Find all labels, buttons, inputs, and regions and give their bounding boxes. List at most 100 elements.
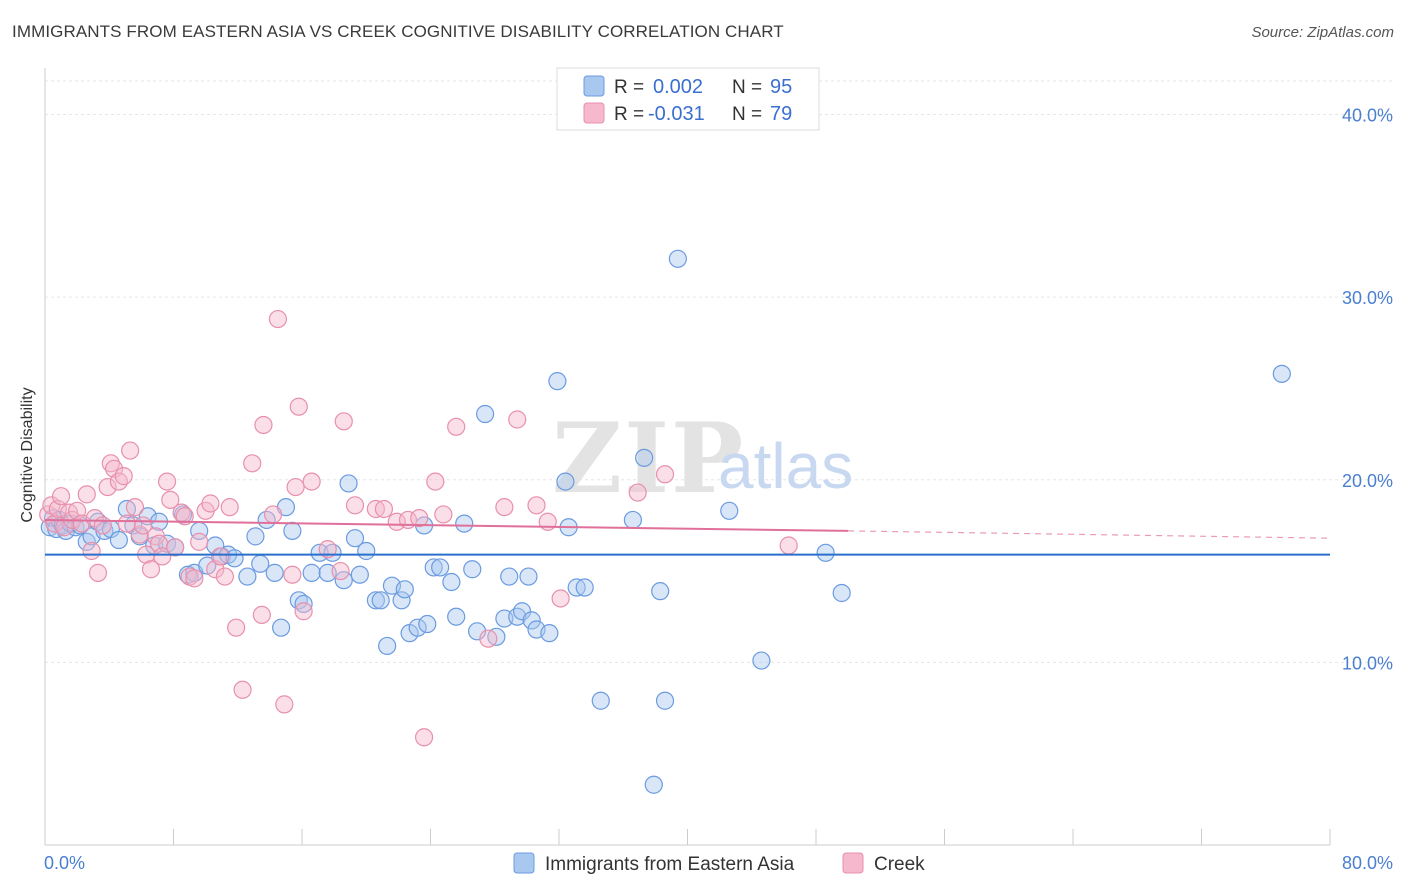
watermark: ZIP atlas [552, 402, 853, 515]
legend-n-label-1: N = [732, 77, 762, 98]
legend-swatch-pink [583, 102, 605, 124]
trend-lines [44, 518, 1331, 556]
point-series1-36 [185, 569, 204, 588]
axes [44, 68, 1331, 846]
point-series1-42 [215, 567, 234, 586]
point-series1-75 [551, 589, 570, 608]
y-tick-label-1: 20.0% [1342, 471, 1393, 491]
watermark-zip: ZIP [552, 402, 745, 515]
point-series1-43 [220, 498, 239, 517]
point-series1-13 [88, 563, 108, 582]
point-series1-11 [82, 541, 101, 561]
series-legend-swatch-1 [513, 852, 535, 874]
point-series1-44 [227, 618, 246, 637]
point-series0-62 [431, 558, 450, 577]
point-series1-14 [93, 516, 112, 535]
point-series0-32 [238, 567, 257, 586]
point-series1-22 [125, 498, 145, 517]
trend-line-series1 [44, 518, 849, 532]
point-series1-47 [252, 605, 271, 625]
point-series0-39 [283, 521, 302, 540]
point-series1-72 [508, 410, 527, 429]
point-series1-56 [302, 472, 321, 491]
point-series0-42 [302, 563, 321, 582]
point-series0-64 [447, 607, 466, 626]
point-series1-70 [479, 629, 498, 648]
point-series0-87 [651, 582, 670, 601]
point-series1-48 [254, 415, 273, 435]
point-series1-39 [201, 494, 220, 513]
point-series1-63 [387, 512, 406, 531]
point-series0-92 [816, 543, 835, 562]
point-series0-56 [395, 580, 414, 599]
point-series1-41 [210, 547, 230, 566]
point-series0-63 [442, 572, 461, 592]
point-series0-61 [424, 558, 443, 577]
point-series0-82 [575, 578, 594, 597]
watermark-atlas: atlas [718, 430, 853, 502]
stats-legend: R = 0.002 N = 95 R = -0.031 N = 79 [556, 67, 820, 131]
point-series0-83 [591, 691, 610, 710]
point-series0-94 [1272, 364, 1291, 383]
point-series1-31 [161, 490, 180, 509]
point-series0-52 [371, 591, 390, 610]
point-series1-59 [334, 412, 353, 431]
point-series1-66 [414, 728, 434, 747]
legend-r-label-2: R = [614, 104, 644, 125]
point-series1-53 [286, 477, 305, 497]
point-series1-58 [331, 561, 350, 581]
point-series0-66 [463, 560, 482, 579]
point-series0-55 [392, 591, 411, 610]
point-series1-50 [268, 309, 288, 329]
x-tick-label-min: 0.0% [44, 853, 85, 873]
point-series0-53 [378, 636, 397, 656]
point-series1-37 [190, 532, 209, 551]
point-series1-76 [628, 483, 647, 502]
point-series1-34 [175, 507, 194, 526]
point-series1-49 [263, 505, 283, 524]
point-series1-15 [98, 477, 117, 497]
point-series0-75 [522, 611, 541, 630]
legend-n-label-2: N = [732, 104, 762, 125]
point-series1-54 [289, 397, 308, 416]
source-label: Source: ZipAtlas.com [1251, 24, 1394, 41]
point-series1-20 [117, 514, 137, 533]
point-series0-85 [635, 448, 654, 467]
data-points [39, 249, 1291, 794]
point-series1-30 [157, 472, 177, 491]
point-series0-60 [418, 614, 437, 634]
point-series1-18 [109, 472, 128, 491]
point-series0-33 [246, 527, 265, 546]
point-series0-88 [655, 691, 675, 710]
legend-r-label-1: R = [614, 77, 644, 98]
point-series1-77 [655, 465, 675, 484]
point-series1-21 [121, 441, 140, 460]
point-series0-65 [455, 514, 474, 533]
legend-r-value-1: 0.002 [653, 76, 703, 98]
point-series0-14 [109, 530, 128, 550]
legend-r-value-2: -0.031 [648, 103, 705, 125]
legend-n-value-1: 95 [770, 76, 792, 98]
point-series1-4 [51, 487, 71, 506]
point-series0-77 [540, 624, 559, 643]
point-series1-52 [283, 565, 302, 584]
point-series0-72 [508, 607, 527, 626]
chart-title: IMMIGRANTS FROM EASTERN ASIA VS CREEK CO… [12, 22, 784, 41]
y-tick-label-3: 40.0% [1342, 106, 1393, 126]
series-legend-label-1: Immigrants from Eastern Asia [545, 854, 795, 875]
point-series0-49 [350, 565, 369, 584]
point-series1-69 [447, 417, 466, 436]
point-series1-10 [77, 485, 96, 504]
point-series0-73 [512, 602, 532, 621]
point-series1-65 [410, 509, 429, 528]
trend-line-extension-series1 [848, 530, 1331, 539]
y-tick-label-0: 10.0% [1342, 653, 1393, 673]
point-series1-57 [318, 540, 337, 559]
point-series1-46 [243, 454, 262, 473]
point-series0-50 [357, 541, 376, 561]
point-series1-68 [434, 505, 453, 524]
point-series0-68 [476, 404, 495, 424]
point-series0-36 [265, 563, 284, 582]
point-series1-71 [495, 498, 514, 517]
point-series1-19 [114, 467, 133, 486]
